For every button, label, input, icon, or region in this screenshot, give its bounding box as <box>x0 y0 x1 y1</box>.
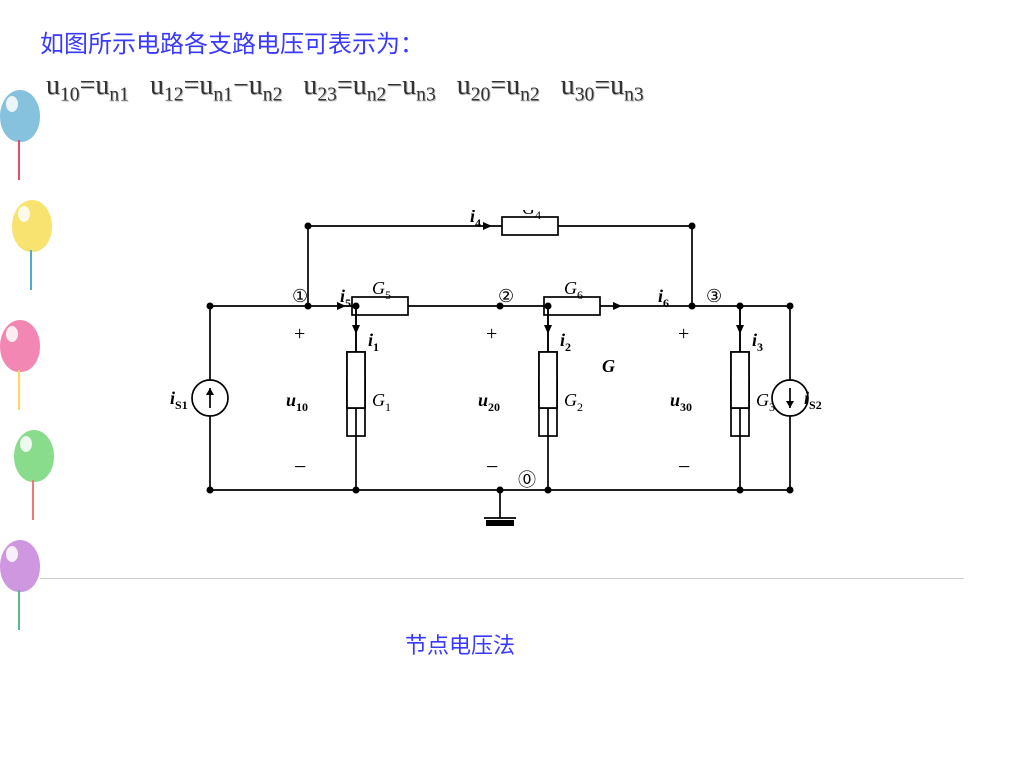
separator-line <box>40 578 964 579</box>
svg-text:u30: u30 <box>670 390 692 414</box>
svg-text:G2: G2 <box>564 390 583 414</box>
circuit-diagram: G4G5G6G1G2G3iS1iS2i4i5i6i1i2i3u10u20u30G… <box>170 210 854 560</box>
svg-text:③: ③ <box>706 286 722 306</box>
svg-text:⓪: ⓪ <box>518 470 536 490</box>
svg-text:②: ② <box>498 286 514 306</box>
svg-text:i3: i3 <box>752 330 763 354</box>
branch-voltage-equations: u10=un1 u12=un1−un2 u23=un2−un3 u20=un2 … <box>46 70 644 107</box>
svg-text:iS1: iS1 <box>170 388 188 412</box>
svg-text:u20: u20 <box>478 390 500 414</box>
svg-text:+: + <box>486 323 497 345</box>
figure-caption: 节点电压法 <box>405 628 515 660</box>
svg-text:u10: u10 <box>286 390 308 414</box>
page-title: 如图所示电路各支路电压可表示为： <box>40 24 424 59</box>
svg-text:i2: i2 <box>560 330 571 354</box>
svg-text:i4: i4 <box>470 210 481 230</box>
svg-text:+: + <box>678 323 689 345</box>
svg-text:−: − <box>486 454 498 479</box>
svg-text:+: + <box>294 323 305 345</box>
svg-text:G: G <box>602 356 615 376</box>
svg-text:①: ① <box>292 286 308 306</box>
svg-text:−: − <box>678 454 690 479</box>
svg-text:G1: G1 <box>372 390 391 414</box>
svg-text:i1: i1 <box>368 330 379 354</box>
svg-text:iS2: iS2 <box>804 388 822 412</box>
svg-text:−: − <box>294 454 306 479</box>
